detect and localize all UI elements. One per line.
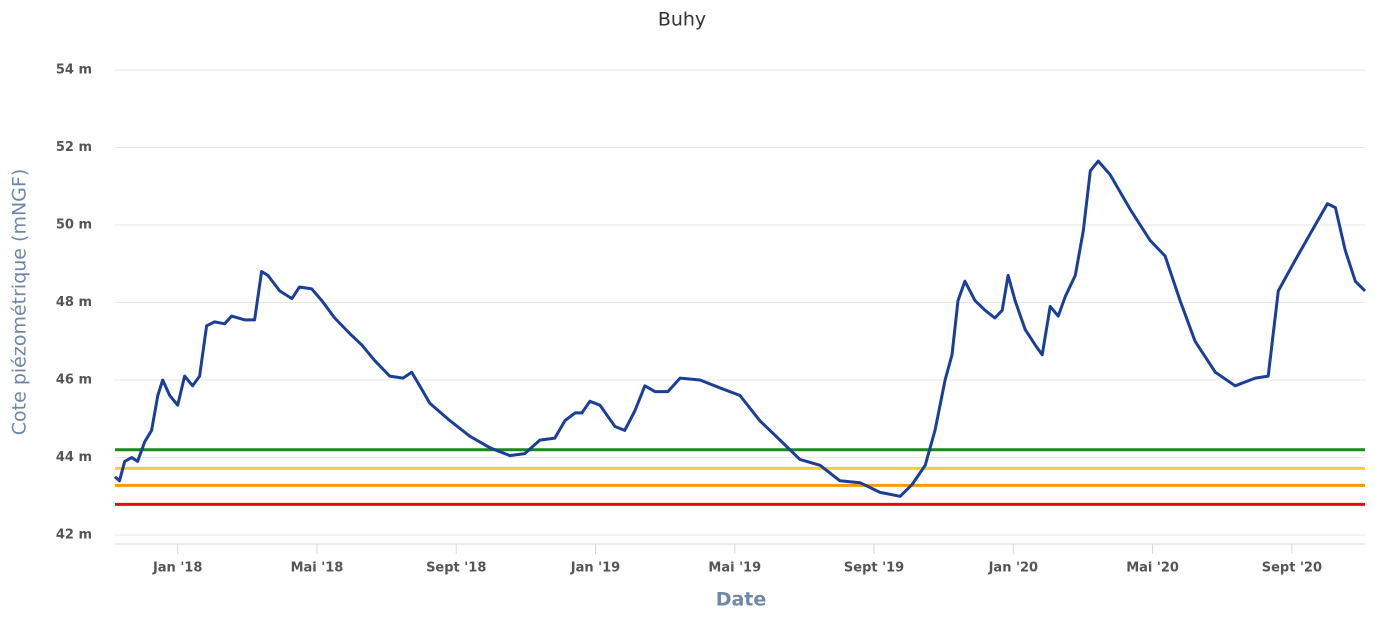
x-tick-label: Mai '20 [1126,561,1179,576]
x-tick-label: Jan '20 [988,561,1038,576]
y-tick-label: 44 m [56,450,92,465]
x-axis-title: Date [716,589,767,611]
x-tick-label: Sept '20 [1262,561,1322,576]
y-axis-title: Cote piézométrique (mNGF) [9,169,31,435]
y-tick-label: 50 m [56,218,92,233]
data-line [114,159,1367,498]
x-tick-label: Mai '18 [291,561,344,576]
x-tick-label: Jan '19 [570,561,620,576]
y-tick-label: 54 m [56,63,92,78]
y-tick-label: 48 m [56,295,92,310]
chart-title: Buhy [658,9,706,31]
x-tick-label: Mai '19 [708,561,761,576]
x-tick-label: Jan '18 [152,561,202,576]
y-tick-label: 52 m [56,140,92,155]
y-tick-label: 42 m [56,528,92,543]
x-tick-label: Sept '19 [844,561,904,576]
y-tick-label: 46 m [56,373,92,388]
x-tick-label: Sept '18 [426,561,486,576]
